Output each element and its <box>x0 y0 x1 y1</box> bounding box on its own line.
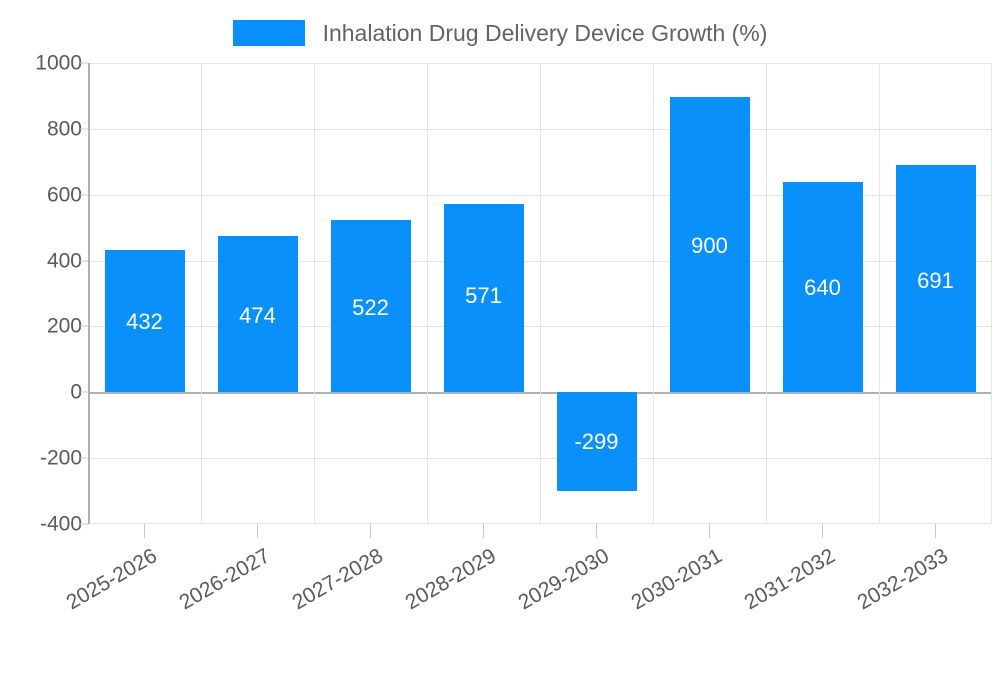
y-tick-mark <box>80 194 88 196</box>
bar-2025-2026[interactable] <box>104 250 185 393</box>
y-axis: 1000 800 600 400 200 0 -200 -400 <box>0 53 88 535</box>
bar-2028-2029[interactable] <box>443 204 524 393</box>
x-tick-mark <box>596 524 597 538</box>
y-tick-mark <box>80 523 88 525</box>
bar-2029-2030[interactable] <box>556 392 637 491</box>
gridline-vertical <box>653 63 654 524</box>
gridline-vertical <box>991 63 992 524</box>
legend-item-inhalation-drug-delivery-device-growth[interactable]: Inhalation Drug Delivery Device Growth (… <box>232 20 768 46</box>
x-tick-mark <box>370 524 371 538</box>
x-tick-mark <box>483 524 484 538</box>
y-tick-label: -400 <box>39 512 82 536</box>
y-tick-label: 600 <box>46 183 82 207</box>
gridline-vertical <box>201 63 202 524</box>
x-tick-mark <box>935 524 936 538</box>
gridline-vertical <box>879 63 880 524</box>
gridline-vertical <box>314 63 315 524</box>
bar-2026-2027[interactable] <box>217 236 298 393</box>
gridline-vertical <box>766 63 767 524</box>
x-tick-mark <box>822 524 823 538</box>
y-tick-mark <box>80 457 88 459</box>
y-tick-label: 800 <box>46 117 82 141</box>
y-tick-mark <box>80 325 88 327</box>
x-tick-label: 2032-2033 <box>853 544 952 615</box>
x-tick-mark <box>257 524 258 538</box>
y-tick-label: 1000 <box>35 51 82 75</box>
y-tick-mark <box>80 128 88 130</box>
y-tick-label: 200 <box>46 314 82 338</box>
y-tick-mark <box>80 260 88 262</box>
bar-chart: Inhalation Drug Delivery Device Growth (… <box>0 14 1000 615</box>
y-tick-mark <box>80 62 88 64</box>
bar-2032-2033[interactable] <box>895 164 976 393</box>
bar-2027-2028[interactable] <box>330 220 411 393</box>
plot-area: 432 474 522 571 -299 900 640 691 <box>88 63 992 524</box>
y-axis-line <box>88 63 90 524</box>
gridline-vertical <box>540 63 541 524</box>
bar-2031-2032[interactable] <box>782 181 863 393</box>
y-tick-label: 0 <box>70 380 82 404</box>
y-tick-label: -200 <box>39 446 82 470</box>
x-tick-mark <box>144 524 145 538</box>
y-tick-mark <box>80 391 88 393</box>
legend-label: Inhalation Drug Delivery Device Growth (… <box>322 20 768 46</box>
bar-2030-2031[interactable] <box>669 96 750 393</box>
chart-legend: Inhalation Drug Delivery Device Growth (… <box>0 14 1000 52</box>
legend-color-swatch-icon <box>232 20 305 46</box>
gridline-vertical <box>427 63 428 524</box>
y-tick-label: 400 <box>46 249 82 273</box>
x-tick-mark <box>709 524 710 538</box>
